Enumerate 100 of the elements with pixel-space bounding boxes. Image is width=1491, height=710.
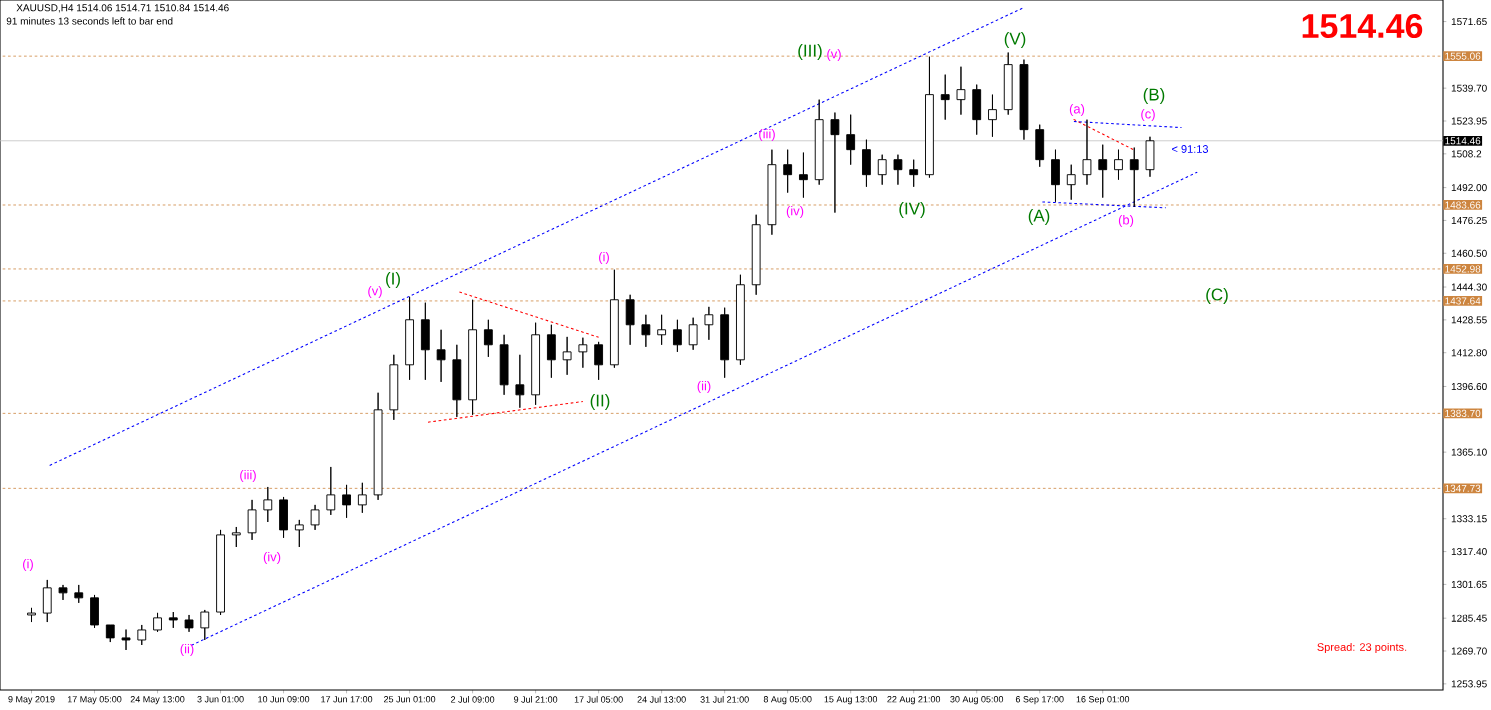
y-tick-label: 1492.00 [1451, 184, 1487, 192]
candlestick [1003, 52, 1013, 116]
x-tick-label: 30 Aug 05:00 [950, 696, 1004, 705]
candlestick [200, 609, 210, 641]
candlestick [1066, 164, 1076, 201]
candlestick [1035, 124, 1045, 168]
annotation: (b) [1118, 214, 1134, 228]
candlestick [704, 306, 714, 341]
candlestick [420, 302, 430, 381]
annotation: (iv) [786, 205, 804, 219]
y-tick-label: 1428.55 [1451, 316, 1487, 324]
candlestick [515, 354, 525, 409]
annotation: (v) [827, 48, 841, 62]
candlestick [90, 594, 99, 629]
candlestick [688, 317, 698, 351]
y-tick-label: 1333.15 [1451, 515, 1487, 523]
chart-title: XAUUSD,H4 1514.06 1514.71 1510.84 1514.46 [16, 4, 229, 13]
annotation: (a) [1069, 103, 1085, 117]
candlestick [1114, 149, 1123, 181]
candlestick [27, 607, 36, 623]
annotation: (C) [1206, 288, 1228, 304]
candlestick [326, 466, 336, 516]
candlestick [893, 154, 903, 186]
candlestick [736, 274, 745, 366]
x-tick-label: 16 Sep 01:00 [1076, 696, 1130, 705]
annotation: (A) [1028, 209, 1050, 225]
candlestick [531, 322, 541, 406]
candlestick [184, 614, 194, 633]
candlestick [877, 154, 887, 186]
candlestick [1098, 144, 1108, 199]
candlestick [1129, 147, 1139, 208]
y-tick-label: 1539.70 [1451, 84, 1487, 92]
candlestick [925, 56, 934, 179]
candlestick [247, 499, 257, 541]
ref-line-label: 1347.73 [1445, 484, 1481, 492]
ref-line-label: 1483.66 [1445, 201, 1481, 209]
candlestick [672, 319, 682, 353]
x-tick-label: 15 Aug 13:00 [824, 696, 878, 705]
candlestick [310, 504, 320, 531]
y-tick-label: 1523.95 [1451, 117, 1487, 125]
ref-line-label: 1514.46 [1445, 137, 1481, 145]
y-tick-label: 1412.80 [1451, 349, 1487, 357]
candlestick [357, 482, 367, 514]
ref-line-label: 1452.98 [1445, 265, 1481, 273]
candlestick [1082, 119, 1092, 186]
candlestick [436, 329, 446, 383]
candlestick [373, 392, 383, 501]
ref-line-label: 1555.06 [1445, 52, 1481, 60]
candlestick [956, 66, 966, 116]
annotation: < 91:13 [1172, 145, 1209, 153]
candlestick [294, 519, 304, 548]
candlestick [657, 314, 667, 346]
candlestick [1051, 149, 1060, 203]
x-tick-label: 24 May 13:00 [130, 696, 185, 705]
y-tick-label: 1396.60 [1451, 382, 1487, 391]
x-tick-label: 3 Jun 01:00 [197, 696, 244, 703]
y-tick-label: 1317.40 [1451, 548, 1487, 556]
candlestick [153, 612, 162, 633]
candlestick [389, 354, 399, 421]
candlestick [972, 84, 982, 136]
candlestick [121, 629, 131, 651]
annotation: (iii) [240, 469, 256, 483]
candlestick [1145, 136, 1155, 178]
x-tick-label: 31 Jul 21:00 [700, 696, 749, 703]
candlestick [168, 611, 178, 629]
candlestick [74, 584, 84, 604]
annotation: (i) [599, 251, 609, 265]
y-tick-label: 1444.30 [1451, 283, 1487, 291]
candlestick [988, 94, 997, 138]
x-tick-label: 25 Jun 01:00 [384, 696, 436, 703]
y-tick-label: 1365.10 [1451, 448, 1487, 456]
candlestick [862, 139, 871, 188]
candlestick [42, 579, 52, 623]
candlestick [940, 74, 950, 121]
x-tick-label: 2 Jul 09:00 [451, 696, 495, 703]
annotation: (III) [798, 44, 822, 60]
annotation: 1514.46 [1302, 13, 1423, 39]
candlestick [814, 99, 824, 186]
candlestick [846, 114, 856, 166]
annotation: (iv) [263, 551, 281, 565]
candlestick [342, 484, 351, 519]
y-tick-label: 1253.95 [1451, 680, 1487, 688]
annotation: (II) [590, 394, 610, 410]
annotation: (B) [1143, 88, 1165, 104]
candlestick [830, 112, 840, 214]
annotation: (V) [1004, 32, 1026, 48]
candlestick [625, 294, 635, 346]
candlestick [546, 324, 556, 379]
annotation: (I) [386, 272, 400, 288]
candlestick [499, 334, 509, 396]
candlestick [405, 296, 414, 381]
candlestick [231, 526, 241, 548]
ref-line-label: 1383.70 [1445, 409, 1481, 417]
candlestick [609, 269, 619, 369]
candlestick [279, 496, 288, 539]
candlestick [483, 319, 493, 358]
candlestick [909, 159, 919, 188]
candlestick [58, 584, 68, 601]
candlestick [216, 529, 225, 616]
candlestick [263, 486, 273, 523]
